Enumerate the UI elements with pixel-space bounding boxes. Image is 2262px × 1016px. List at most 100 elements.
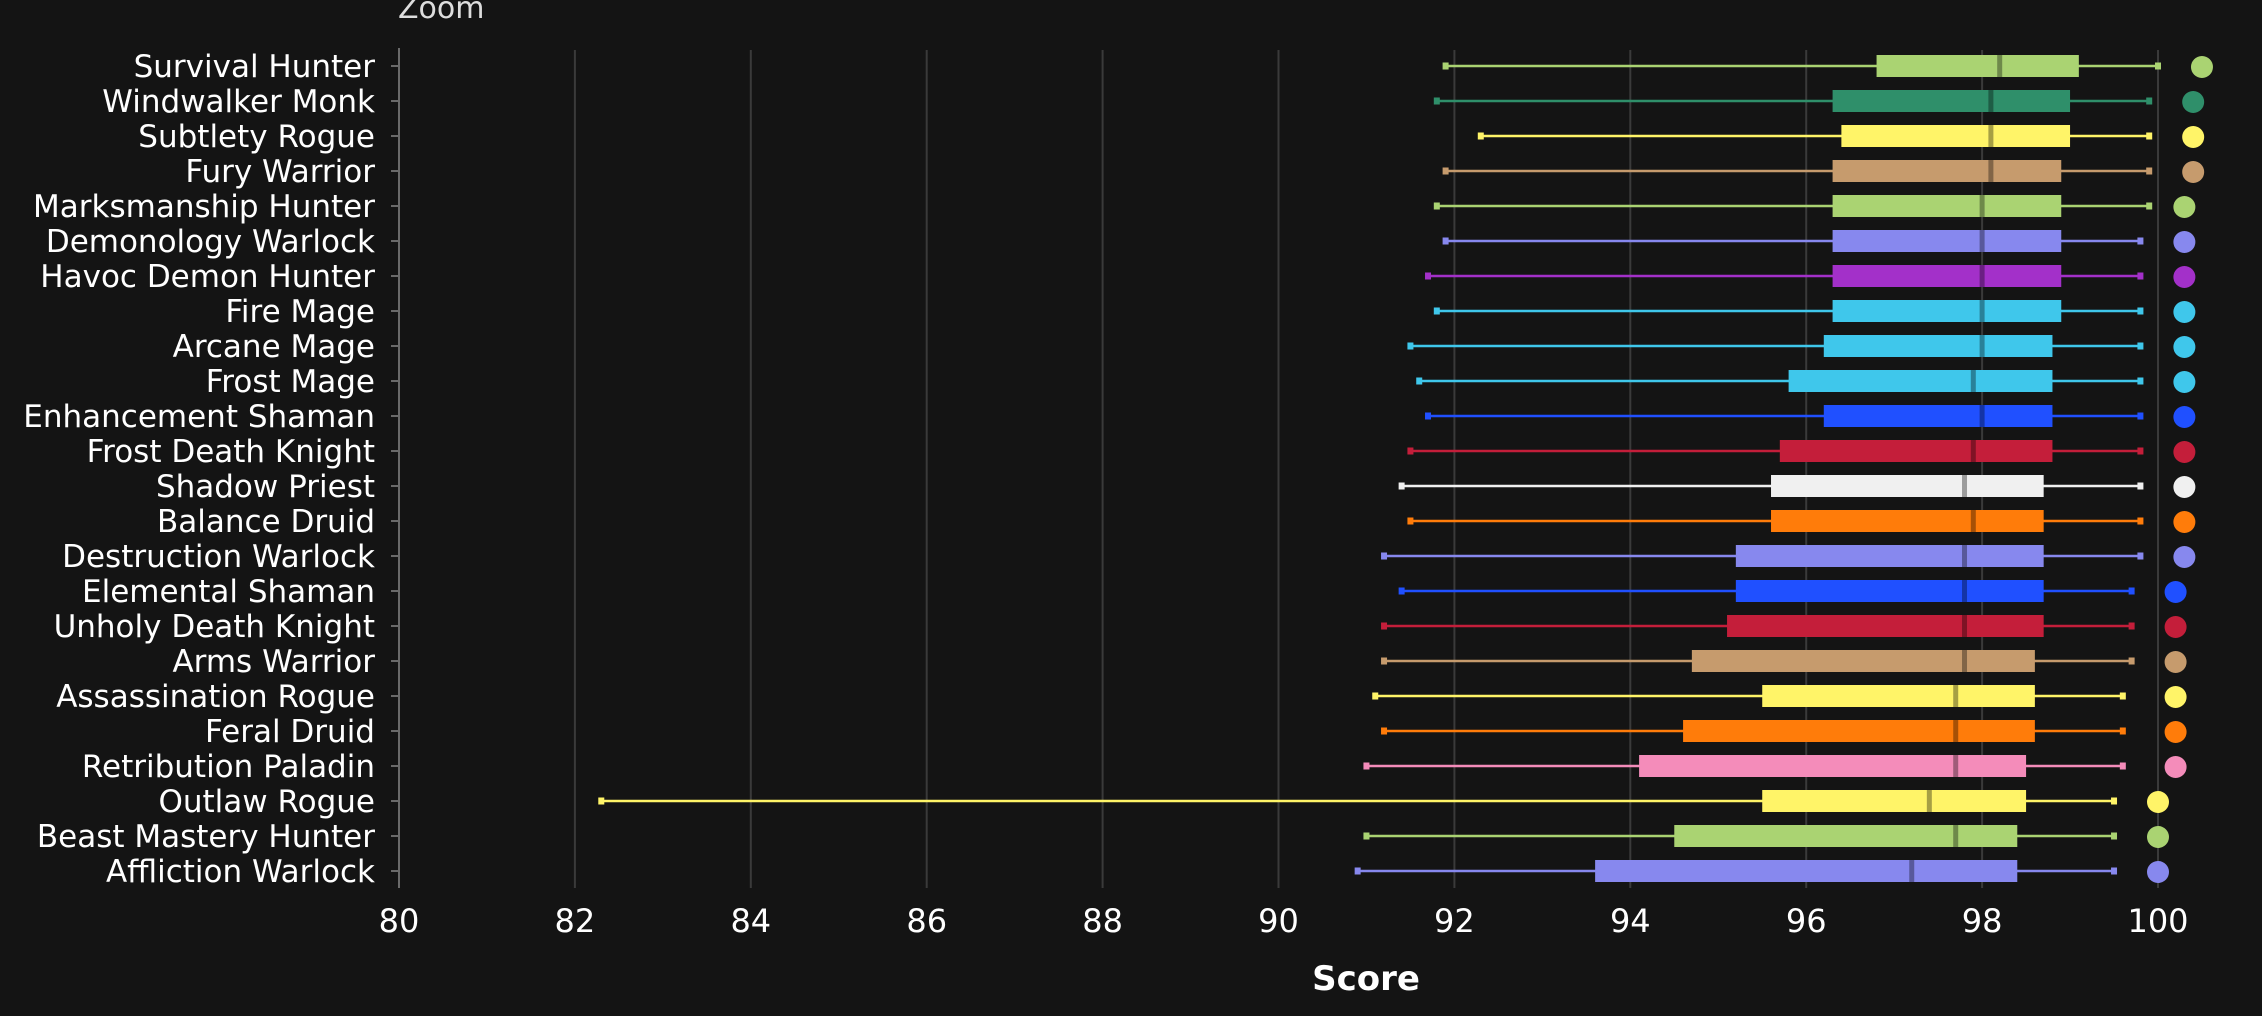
- box-row[interactable]: Unholy Death Knight: [54, 609, 2187, 645]
- top-score-dot[interactable]: [2173, 301, 2196, 323]
- whisker-min-cap: [1381, 657, 1388, 665]
- top-score-dot[interactable]: [2173, 371, 2196, 393]
- whisker-min-cap: [1407, 447, 1414, 455]
- box-row[interactable]: Retribution Paladin: [82, 749, 2187, 785]
- box-row[interactable]: Enhancement Shaman: [23, 399, 2196, 435]
- median-marker: [1979, 195, 1985, 217]
- top-score-dot[interactable]: [2164, 616, 2187, 638]
- box-row[interactable]: Havoc Demon Hunter: [40, 259, 2196, 295]
- whisker-min-cap: [1442, 237, 1449, 245]
- top-score-dot[interactable]: [2147, 791, 2169, 813]
- top-score-dot[interactable]: [2173, 476, 2196, 498]
- iqr-box[interactable]: [1832, 230, 2062, 252]
- top-score-dot[interactable]: [2164, 581, 2187, 603]
- x-tick-label: 96: [1786, 902, 1827, 940]
- top-score-dot[interactable]: [2173, 266, 2196, 288]
- iqr-box[interactable]: [1788, 370, 2053, 392]
- top-score-dot[interactable]: [2147, 861, 2169, 883]
- box-row[interactable]: Beast Mastery Hunter: [37, 819, 2169, 855]
- box-row[interactable]: Feral Druid: [205, 714, 2187, 750]
- top-score-dot[interactable]: [2173, 231, 2196, 253]
- box-row[interactable]: Outlaw Rogue: [158, 784, 2169, 820]
- iqr-box[interactable]: [1735, 580, 2044, 602]
- category-label: Fury Warrior: [185, 154, 375, 190]
- top-score-dot[interactable]: [2173, 511, 2196, 533]
- x-tick-label: 80: [379, 902, 420, 940]
- iqr-box[interactable]: [1683, 720, 2035, 742]
- top-score-dot[interactable]: [2173, 441, 2196, 463]
- iqr-box[interactable]: [1832, 90, 2071, 112]
- box-row[interactable]: Marksmanship Hunter: [33, 189, 2196, 225]
- category-label: Frost Mage: [206, 364, 375, 400]
- box-row[interactable]: Assassination Rogue: [56, 679, 2187, 715]
- category-label: Enhancement Shaman: [23, 399, 375, 435]
- x-tick-label: 94: [1610, 902, 1651, 940]
- top-score-dot[interactable]: [2173, 196, 2196, 218]
- box-row[interactable]: Shadow Priest: [156, 469, 2196, 505]
- top-score-dot[interactable]: [2164, 651, 2187, 673]
- top-score-dot[interactable]: [2164, 756, 2187, 778]
- iqr-box[interactable]: [1832, 265, 2062, 287]
- iqr-box[interactable]: [1727, 615, 2044, 637]
- whisker-min-cap: [1398, 482, 1405, 490]
- whisker-min-cap: [1425, 272, 1432, 280]
- box-row[interactable]: Survival Hunter: [134, 49, 2213, 85]
- box-row[interactable]: Destruction Warlock: [62, 539, 2196, 575]
- iqr-box[interactable]: [1771, 475, 2044, 497]
- zoom-label[interactable]: Zoom: [398, 0, 484, 26]
- top-score-dot[interactable]: [2173, 336, 2196, 358]
- iqr-box[interactable]: [1876, 55, 2079, 77]
- box-row[interactable]: Arcane Mage: [173, 329, 2196, 365]
- box-row[interactable]: Windwalker Monk: [102, 84, 2205, 120]
- top-score-dot[interactable]: [2164, 686, 2187, 708]
- iqr-box[interactable]: [1762, 685, 2035, 707]
- iqr-box[interactable]: [1691, 650, 2035, 672]
- top-score-dot[interactable]: [2173, 406, 2196, 428]
- whisker-max-cap: [2128, 587, 2135, 595]
- box-row[interactable]: Fury Warrior: [185, 154, 2205, 190]
- iqr-box[interactable]: [1595, 860, 2018, 882]
- median-marker: [1970, 440, 1976, 462]
- whisker-min-cap: [1442, 62, 1449, 70]
- top-score-dot[interactable]: [2182, 91, 2205, 113]
- top-score-dot[interactable]: [2182, 161, 2205, 183]
- whisker-max-cap: [2137, 447, 2144, 455]
- top-score-dot[interactable]: [2173, 546, 2196, 568]
- box-row[interactable]: Balance Druid: [157, 504, 2196, 540]
- iqr-box[interactable]: [1841, 125, 2071, 147]
- box-row[interactable]: Frost Death Knight: [87, 434, 2196, 470]
- iqr-box[interactable]: [1832, 160, 2062, 182]
- box-row[interactable]: Demonology Warlock: [46, 224, 2196, 260]
- iqr-box[interactable]: [1639, 755, 2027, 777]
- iqr-box[interactable]: [1735, 545, 2044, 567]
- median-marker: [1953, 720, 1959, 742]
- box-row[interactable]: Arms Warrior: [172, 644, 2187, 680]
- whisker-min-cap: [1381, 727, 1388, 735]
- box-row[interactable]: Subtlety Rogue: [138, 119, 2205, 155]
- category-label: Outlaw Rogue: [158, 784, 375, 820]
- top-score-dot[interactable]: [2182, 126, 2205, 148]
- box-row[interactable]: Elemental Shaman: [82, 574, 2187, 610]
- top-score-dot[interactable]: [2190, 56, 2213, 78]
- median-marker: [1979, 405, 1985, 427]
- category-label: Assassination Rogue: [56, 679, 375, 715]
- box-row[interactable]: Fire Mage: [225, 294, 2196, 330]
- median-marker: [1953, 685, 1959, 707]
- iqr-box[interactable]: [1771, 510, 2044, 532]
- top-score-dot[interactable]: [2147, 826, 2169, 848]
- iqr-box[interactable]: [1823, 405, 2053, 427]
- iqr-box[interactable]: [1832, 195, 2062, 217]
- iqr-box[interactable]: [1779, 440, 2053, 462]
- whisker-max-cap: [2137, 342, 2144, 350]
- median-marker: [1979, 335, 1985, 357]
- box-row[interactable]: Frost Mage: [206, 364, 2196, 400]
- top-score-dot[interactable]: [2164, 721, 2187, 743]
- median-marker: [1997, 55, 2003, 77]
- iqr-box[interactable]: [1762, 790, 2027, 812]
- box-row[interactable]: Affliction Warlock: [106, 854, 2169, 890]
- iqr-box[interactable]: [1832, 300, 2062, 322]
- iqr-box[interactable]: [1674, 825, 2018, 847]
- iqr-box[interactable]: [1823, 335, 2053, 357]
- whisker-min-cap: [1398, 587, 1405, 595]
